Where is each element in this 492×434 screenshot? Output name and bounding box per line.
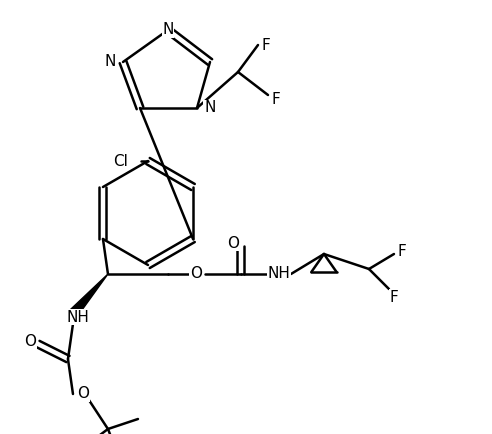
Text: NH: NH <box>66 309 90 325</box>
Text: N: N <box>162 23 174 37</box>
Text: F: F <box>390 289 399 305</box>
Text: F: F <box>272 92 280 108</box>
Text: O: O <box>24 335 36 349</box>
Text: Cl: Cl <box>114 154 128 168</box>
Polygon shape <box>69 274 108 317</box>
Text: O: O <box>77 387 89 401</box>
Text: O: O <box>227 236 239 250</box>
Text: O: O <box>190 266 202 282</box>
Text: F: F <box>262 37 271 53</box>
Text: F: F <box>398 244 406 260</box>
Text: N: N <box>105 55 116 69</box>
Text: NH: NH <box>268 266 290 282</box>
Text: N: N <box>204 101 215 115</box>
